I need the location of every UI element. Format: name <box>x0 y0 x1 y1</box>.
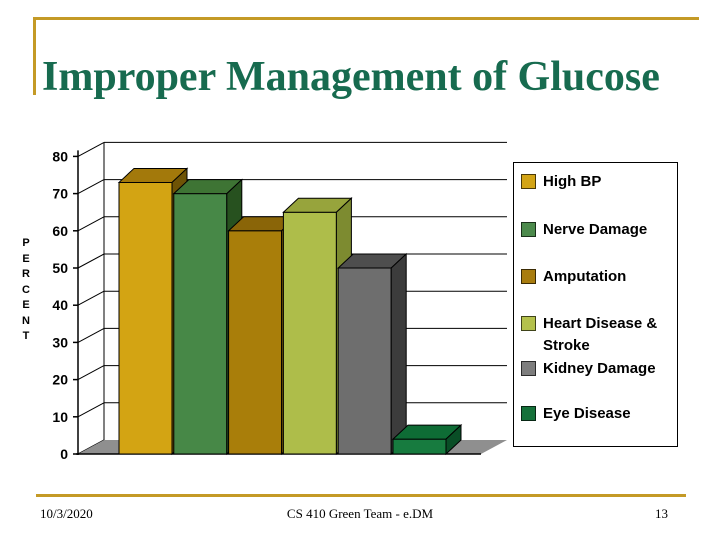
legend-swatch-eye-disease <box>521 406 536 421</box>
footer-course: CS 410 Green Team - e.DM <box>286 506 434 521</box>
y-tick-label: 30 <box>52 334 68 350</box>
legend-item-eye-disease: Eye Disease <box>521 403 671 425</box>
y-tick-label: 50 <box>52 260 68 276</box>
y-tick-label: 40 <box>52 297 68 313</box>
bar-kidney-damage <box>336 252 408 456</box>
footer-date: 10/3/2020 <box>40 506 93 521</box>
footer-page-number: 13 <box>655 506 668 521</box>
y-axis-label: P E R C E N T <box>22 237 30 342</box>
bar-eye-disease <box>391 423 463 456</box>
legend-swatch-high-bp <box>521 174 536 189</box>
y-axis: 0 10 20 30 40 50 60 70 80 <box>52 141 105 462</box>
y-tick-label: 60 <box>52 223 68 239</box>
legend-swatch-nerve-damage <box>521 222 536 237</box>
legend-swatch-heart-disease-stroke <box>521 316 536 331</box>
legend-item-kidney-damage: Kidney Damage <box>521 358 671 380</box>
chart-legend: High BP Nerve Damage Amputation Heart Di… <box>513 162 678 447</box>
slide-title: Improper Management of Glucose <box>42 54 660 101</box>
y-tick-label: 10 <box>52 409 68 425</box>
top-accent-line <box>33 17 699 20</box>
left-accent-line <box>33 17 36 95</box>
y-tick-label: 0 <box>60 446 68 462</box>
legend-swatch-amputation <box>521 269 536 284</box>
y-tick-label: 70 <box>52 186 68 202</box>
y-tick-label: 20 <box>52 372 68 388</box>
legend-item-nerve-damage: Nerve Damage <box>521 219 671 241</box>
legend-item-heart-disease-stroke: Heart Disease & Stroke <box>521 313 671 357</box>
legend-item-amputation: Amputation <box>521 266 671 288</box>
legend-swatch-kidney-damage <box>521 361 536 376</box>
legend-item-high-bp: High BP <box>521 171 671 193</box>
bottom-accent-line <box>36 494 686 497</box>
y-tick-label: 80 <box>52 148 68 164</box>
